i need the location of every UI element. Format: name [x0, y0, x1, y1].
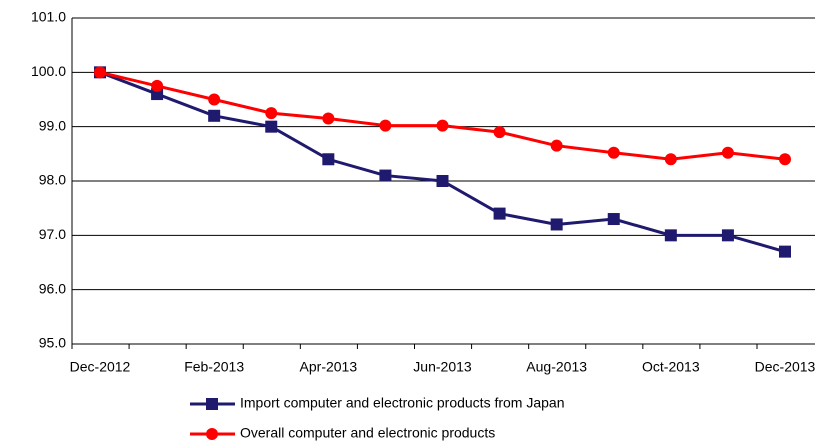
- y-tick-label: 98.0: [39, 172, 66, 188]
- marker: [493, 126, 506, 139]
- x-tick-label: Dec-2012: [70, 359, 131, 375]
- y-tick-label: 96.0: [39, 280, 66, 296]
- marker: [265, 120, 278, 133]
- y-tick-label: 95.0: [39, 335, 66, 351]
- marker: [493, 207, 506, 220]
- marker: [322, 112, 335, 125]
- marker: [322, 153, 335, 166]
- legend-label: Overall computer and electronic products: [240, 425, 495, 441]
- marker: [379, 169, 392, 182]
- x-tick-label: Dec-2013: [755, 359, 816, 375]
- marker: [436, 175, 449, 187]
- marker: [779, 245, 791, 258]
- marker: [664, 229, 677, 242]
- series-line: [99, 70, 786, 254]
- x-tick-label: Apr-2013: [300, 359, 358, 375]
- y-tick-label: 97.0: [39, 226, 66, 242]
- marker: [94, 66, 106, 79]
- x-tick-label: Jun-2013: [413, 359, 472, 375]
- y-tick-label: 101.0: [31, 9, 66, 25]
- legend-label: Import computer and electronic products …: [240, 395, 565, 411]
- marker: [721, 146, 734, 159]
- marker: [265, 107, 278, 120]
- legend-marker: [206, 398, 218, 410]
- marker: [151, 79, 164, 92]
- legend-marker: [206, 428, 218, 440]
- series-line: [99, 70, 786, 161]
- x-tick-label: Oct-2013: [642, 359, 700, 375]
- x-tick-label: Feb-2013: [184, 359, 244, 375]
- marker: [208, 93, 221, 106]
- marker: [607, 213, 620, 226]
- marker: [779, 153, 791, 166]
- x-tick-label: Aug-2013: [526, 359, 587, 375]
- y-tick-label: 100.0: [31, 63, 66, 79]
- marker: [550, 218, 563, 231]
- marker: [379, 119, 392, 132]
- marker: [607, 146, 620, 159]
- marker: [550, 139, 563, 152]
- marker: [436, 119, 449, 132]
- marker: [208, 109, 221, 122]
- y-tick-label: 99.0: [39, 117, 66, 133]
- marker: [721, 229, 734, 242]
- marker: [664, 153, 677, 166]
